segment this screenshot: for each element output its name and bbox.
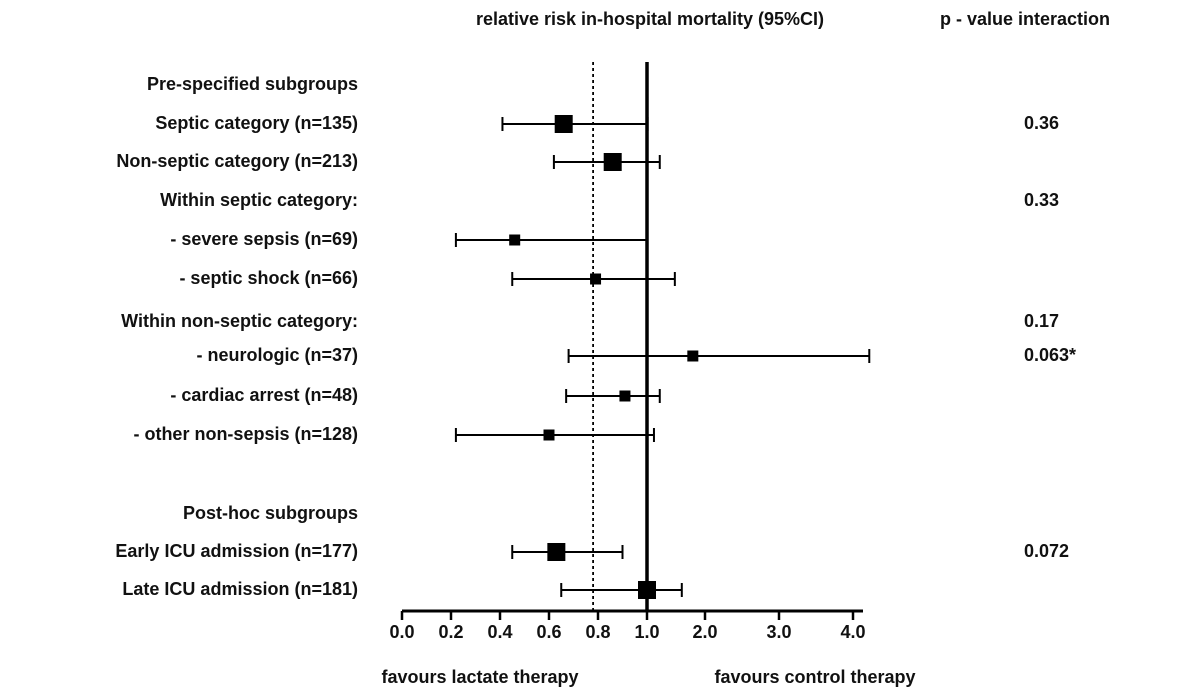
row-label: Within septic category: (160, 190, 358, 210)
p-value: 0.36 (1024, 113, 1059, 133)
x-tick-label: 0.6 (536, 622, 561, 642)
estimate-marker (554, 115, 573, 133)
x-tick-label: 4.0 (840, 622, 865, 642)
row-label: Septic category (n=135) (155, 113, 358, 133)
row-label: Within non-septic category: (121, 311, 358, 331)
p-header: p - value interaction (940, 9, 1110, 29)
left-note: favours lactate therapy (381, 667, 578, 687)
p-value: 0.072 (1024, 541, 1069, 561)
x-header: relative risk in-hospital mortality (95%… (476, 9, 824, 29)
estimate-marker (638, 581, 656, 599)
estimate-marker (509, 234, 521, 246)
row-label: Non-septic category (n=213) (116, 151, 358, 171)
x-tick-label: 1.0 (634, 622, 659, 642)
estimate-marker (603, 153, 622, 171)
p-value: 0.33 (1024, 190, 1059, 210)
row-label: Late ICU admission (n=181) (122, 579, 358, 599)
p-value: 0.063* (1024, 345, 1076, 365)
row-label: - septic shock (n=66) (179, 268, 358, 288)
estimate-marker (687, 350, 699, 362)
row-label: - neurologic (n=37) (196, 345, 358, 365)
estimate-marker (590, 273, 602, 285)
x-tick-label: 3.0 (766, 622, 791, 642)
row-label: Post-hoc subgroups (183, 503, 358, 523)
x-tick-label: 0.4 (487, 622, 512, 642)
row-label: Early ICU admission (n=177) (115, 541, 358, 561)
estimate-marker (547, 543, 566, 561)
row-label: - other non-sepsis (n=128) (133, 424, 358, 444)
p-value: 0.17 (1024, 311, 1059, 331)
estimate-marker (543, 429, 555, 441)
right-note: favours control therapy (714, 667, 915, 687)
x-tick-label: 0.8 (585, 622, 610, 642)
x-tick-label: 0.0 (389, 622, 414, 642)
x-tick-label: 2.0 (692, 622, 717, 642)
row-label: Pre-specified subgroups (147, 74, 358, 94)
estimate-marker (619, 390, 631, 402)
row-label: - severe sepsis (n=69) (170, 229, 358, 249)
row-label: - cardiac arrest (n=48) (170, 385, 358, 405)
x-tick-label: 0.2 (438, 622, 463, 642)
